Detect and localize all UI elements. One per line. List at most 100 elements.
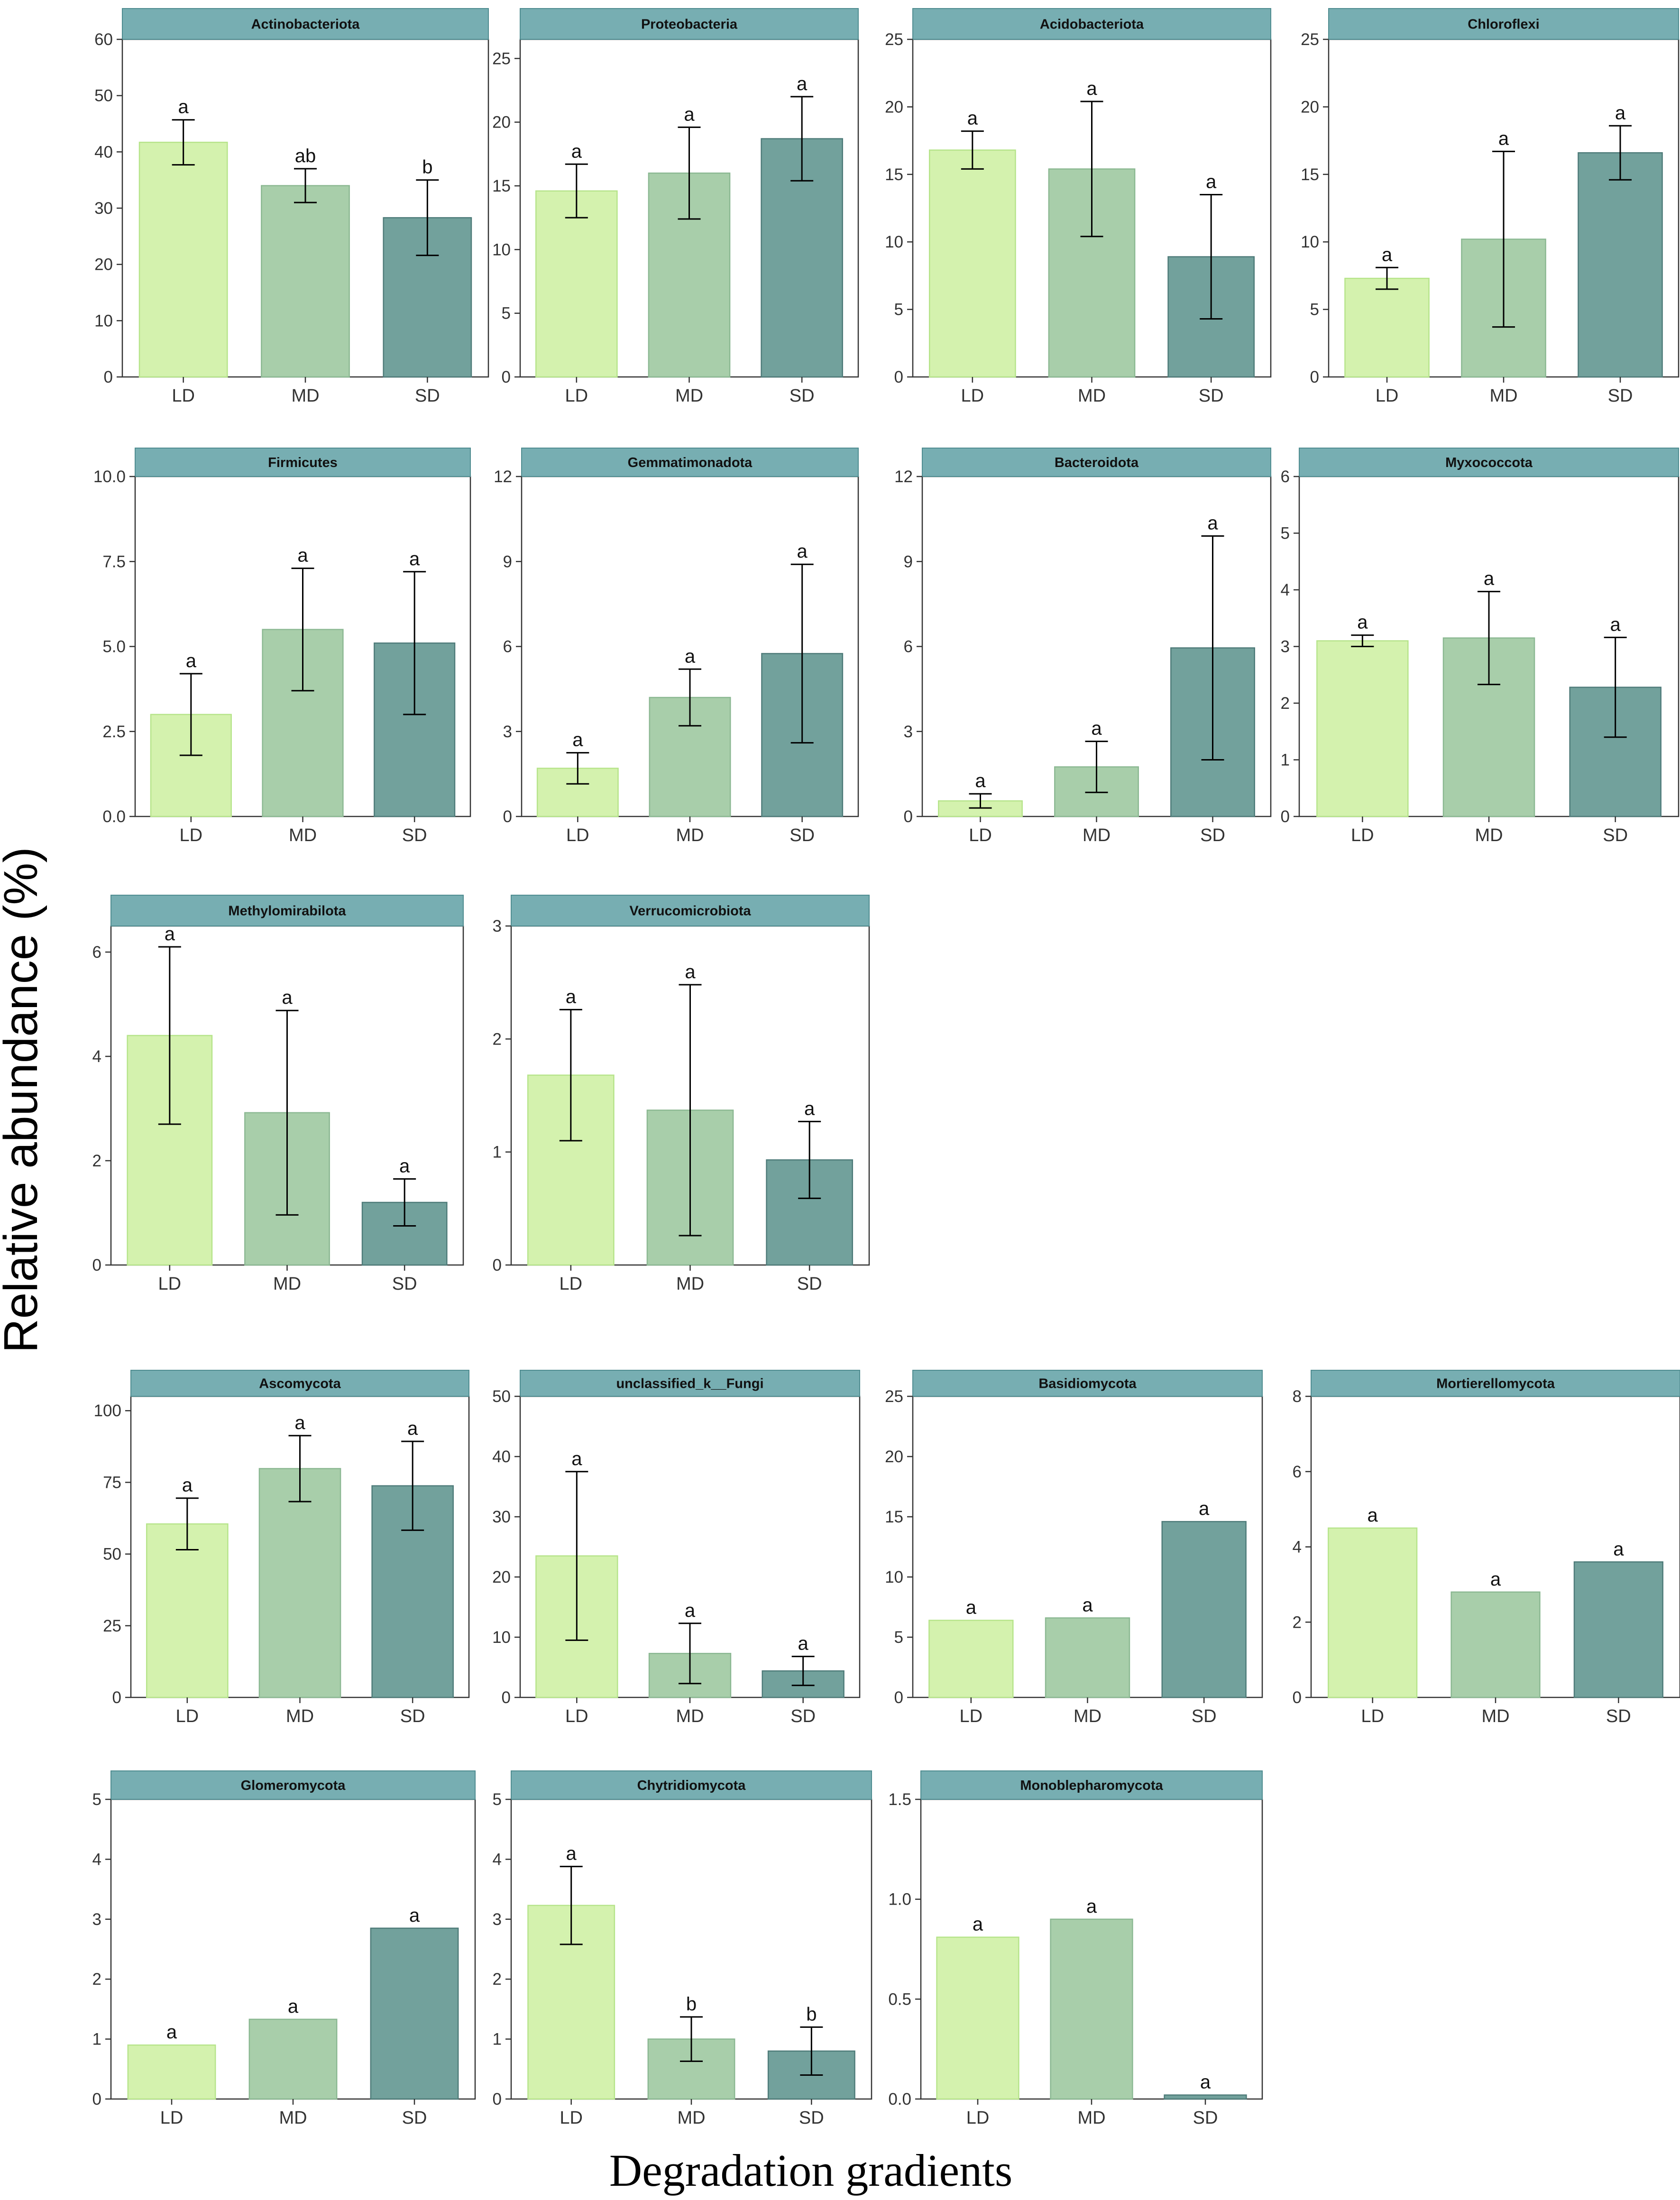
- significance-letter-md: a: [1086, 78, 1097, 99]
- x-tick-label-sd: SD: [392, 1274, 417, 1294]
- panel-strip: [1299, 448, 1679, 477]
- bar-md: [248, 2018, 338, 2100]
- y-tick-label: 25: [492, 49, 511, 68]
- panel-unclassified-k-fungi: unclassified_k__Fungi 0 10 20 30 40 50 a LD a MD a S…: [492, 1370, 861, 1726]
- y-tick-label: 7.5: [102, 552, 126, 571]
- x-tick-label-md: MD: [286, 1706, 314, 1726]
- y-tick-label: 20: [492, 1568, 511, 1586]
- panel-title: Acidobacteriota: [1040, 17, 1144, 32]
- y-tick-label: 2: [1293, 1613, 1302, 1632]
- x-tick-label-md: MD: [1475, 825, 1503, 845]
- panel-strip: [1328, 8, 1679, 40]
- x-tick-label-ld: LD: [560, 1274, 583, 1294]
- y-tick-label: 100: [94, 1402, 121, 1420]
- significance-letter-md: b: [686, 1994, 697, 2015]
- x-tick-label-sd: SD: [790, 386, 815, 406]
- y-tick-label: 10: [492, 240, 511, 259]
- significance-letter-ld: a: [186, 651, 197, 671]
- panel-title: Methylomirabilota: [228, 904, 346, 919]
- panel-title: Chytridiomycota: [637, 1778, 746, 1793]
- y-tick-label: 4: [493, 1850, 502, 1869]
- y-tick-label: 12: [894, 468, 913, 486]
- y-tick-label: 0: [493, 2090, 502, 2108]
- y-tick-label: 5.0: [102, 638, 126, 656]
- panel-title: Verrucomicrobiota: [629, 904, 751, 919]
- bar-sd: [1578, 152, 1663, 378]
- y-tick-label: 75: [103, 1473, 121, 1492]
- panel-title: Actinobacteriota: [251, 17, 360, 32]
- y-axis-title: Relative abundance (%): [0, 847, 47, 1353]
- y-tick-label: 15: [885, 1508, 903, 1526]
- y-tick-label: 1: [493, 2030, 502, 2049]
- panel-strip: [511, 1770, 872, 1800]
- panel-title: Myxococcota: [1445, 455, 1533, 470]
- significance-letter-md: a: [297, 545, 308, 566]
- significance-letter-ld: a: [566, 986, 577, 1007]
- panel-strip: [135, 448, 471, 477]
- significance-letter-sd: a: [797, 541, 808, 562]
- x-tick-label-md: MD: [676, 1706, 704, 1726]
- panel-title: Basidiomycota: [1038, 1376, 1137, 1392]
- y-tick-label: 3: [1281, 638, 1290, 656]
- y-tick-label: 4: [1293, 1538, 1302, 1557]
- significance-letter-sd: a: [409, 549, 420, 569]
- y-tick-label: 0: [493, 1256, 502, 1274]
- bar-sd: [370, 1927, 459, 2100]
- y-tick-label: 2.5: [102, 723, 126, 741]
- y-tick-label: 1: [92, 2030, 101, 2049]
- y-tick-label: 9: [904, 552, 913, 571]
- panel-monoblepharomycota: Monoblepharomycota 0.0 0.5 1.0 1.5 a LD a MD a SD: [888, 1770, 1263, 2128]
- significance-letter-ld: a: [973, 1914, 983, 1935]
- y-tick-label: 3: [493, 1910, 502, 1929]
- y-tick-label: 0.0: [888, 2090, 911, 2108]
- x-tick-label-sd: SD: [1199, 386, 1224, 406]
- significance-letter-md: a: [685, 646, 696, 667]
- bar-ld: [936, 1936, 1019, 2100]
- significance-letter-md: a: [684, 104, 695, 125]
- y-tick-label: 2: [493, 1030, 502, 1048]
- y-tick-label: 0: [502, 368, 511, 386]
- significance-letter-sd: a: [1610, 614, 1621, 635]
- panel-ascomycota: Ascomycota 0 25 50 75 100 a LD a MD a SD: [94, 1370, 470, 1726]
- significance-letter-ld: a: [572, 730, 583, 751]
- significance-letter-ld: a: [166, 2022, 177, 2043]
- x-tick-label-md: MD: [291, 386, 319, 406]
- y-tick-label: 5: [894, 1628, 903, 1647]
- significance-letter-md: a: [1484, 568, 1495, 589]
- x-tick-label-sd: SD: [402, 825, 427, 845]
- y-tick-label: 6: [904, 638, 913, 656]
- x-tick-label-sd: SD: [790, 1706, 816, 1726]
- bar-md: [258, 1468, 341, 1698]
- panel-title: Ascomycota: [259, 1376, 341, 1392]
- panel-title: unclassified_k__Fungi: [616, 1376, 763, 1392]
- significance-letter-md: a: [1498, 128, 1509, 149]
- panel-title: Gemmatimonadota: [628, 455, 753, 470]
- significance-letter-sd: a: [1200, 2072, 1211, 2093]
- x-tick-label-ld: LD: [160, 2108, 184, 2128]
- y-tick-label: 20: [492, 113, 511, 132]
- significance-letter-md: ab: [295, 146, 316, 166]
- bar-sd: [1161, 1521, 1247, 1698]
- x-tick-label-sd: SD: [1192, 1706, 1217, 1726]
- panel-basidiomycota: Basidiomycota 0 5 10 15 20 25 a LD a MD a SD: [885, 1370, 1263, 1726]
- significance-letter-sd: a: [1615, 102, 1626, 123]
- x-tick-label-ld: LD: [180, 825, 203, 845]
- y-tick-label: 50: [94, 87, 113, 105]
- y-tick-label: 50: [103, 1545, 121, 1564]
- y-tick-label: 0: [1310, 368, 1319, 386]
- bar-md: [1050, 1918, 1133, 2100]
- y-tick-label: 10: [885, 233, 903, 251]
- y-tick-label: 6: [92, 943, 101, 962]
- panel-strip: [122, 8, 489, 40]
- y-tick-label: 2: [1281, 694, 1290, 713]
- x-tick-label-md: MD: [677, 2108, 705, 2128]
- panel-acidobacteriota: Acidobacteriota 0 5 10 15 20 25 a LD a MD a SD: [885, 8, 1272, 406]
- x-tick-label-ld: LD: [566, 825, 589, 845]
- y-tick-label: 40: [94, 143, 113, 161]
- y-tick-label: 4: [1281, 581, 1290, 599]
- x-tick-label-sd: SD: [1193, 2108, 1218, 2128]
- y-tick-label: 0.0: [102, 807, 126, 826]
- significance-letter-sd: b: [422, 157, 432, 178]
- bar-ld: [928, 149, 1016, 378]
- significance-letter-ld: a: [967, 108, 978, 129]
